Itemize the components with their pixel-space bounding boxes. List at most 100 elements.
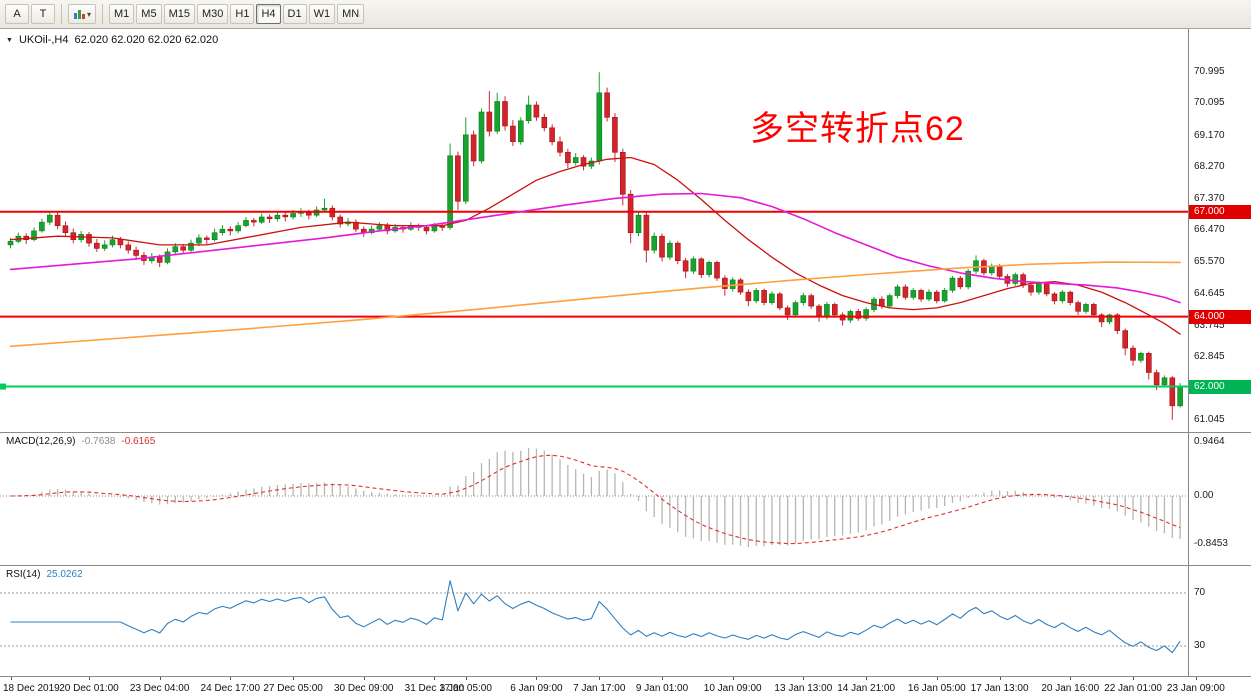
candlestick <box>580 155 587 171</box>
candlestick <box>86 232 92 247</box>
candlestick <box>776 292 783 311</box>
time-label: 7 Jan 17:00 <box>573 683 626 694</box>
candlestick <box>470 130 477 167</box>
candlestick <box>1091 302 1097 318</box>
candlestick <box>1098 313 1105 328</box>
candlestick <box>761 288 767 306</box>
time-label: 24 Dec 17:00 <box>200 683 261 694</box>
candlestick <box>235 222 241 234</box>
price-tick-label: 69.170 <box>1194 129 1225 141</box>
candlestick <box>674 241 681 265</box>
candlestick <box>1130 345 1136 366</box>
candlestick <box>1122 328 1128 356</box>
time-tick <box>10 677 12 680</box>
candlestick <box>447 143 453 230</box>
text-tool-button[interactable]: T <box>31 4 55 24</box>
macd-panel[interactable]: 0.9464 0.00 -0.8453 MACD(12,26,9) -0.7638 … <box>0 433 1251 566</box>
timeframe-button-w1[interactable]: W1 <box>308 4 336 24</box>
candlestick <box>784 305 791 321</box>
timeframe-button-d1[interactable]: D1 <box>282 4 307 24</box>
candlestick <box>1051 292 1058 305</box>
macd-axis-label: 0.9464 <box>1194 436 1225 448</box>
time-tick <box>936 677 938 680</box>
candlestick <box>39 218 45 233</box>
candlestick <box>902 284 909 300</box>
time-tick <box>1070 677 1072 680</box>
timeframe-button-mn[interactable]: MN <box>337 4 365 24</box>
macd-title: MACD(12,26,9) -0.7638 -0.6165 <box>6 436 155 447</box>
candlestick <box>612 113 618 162</box>
time-tick <box>803 677 805 680</box>
time-label: 13 Jan 13:00 <box>774 683 833 694</box>
candlestick <box>973 255 979 274</box>
candlestick <box>1138 351 1144 363</box>
timeframe-button-m1[interactable]: M1 <box>109 4 135 24</box>
time-label: 6 Jan 09:00 <box>510 683 563 694</box>
timeframe-button-h1[interactable]: H1 <box>230 4 255 24</box>
macd-axis-label: -0.8453 <box>1194 538 1228 550</box>
time-label: 18 Dec 2019 <box>3 683 60 694</box>
timeframe-button-m30[interactable]: M30 <box>196 4 229 24</box>
price-tick-label: 68.270 <box>1194 161 1225 173</box>
candlestick <box>1036 281 1042 295</box>
candlestick <box>690 256 697 274</box>
candlestick <box>525 95 532 124</box>
time-tick <box>293 677 295 680</box>
candlestick <box>149 253 155 264</box>
candlestick <box>101 240 108 251</box>
indicators-button[interactable]: ▾ <box>68 4 97 24</box>
macd-axis[interactable]: 0.9464 0.00 -0.8453 <box>1188 433 1251 565</box>
price-tick-label: 70.995 <box>1194 66 1225 77</box>
collapse-triangle-icon: ▼ <box>6 36 13 44</box>
candlestick <box>651 232 658 254</box>
candlestick <box>918 288 924 302</box>
indicators-icon <box>74 10 85 19</box>
candlestick <box>219 225 226 236</box>
timeframe-button-m5[interactable]: M5 <box>136 4 162 24</box>
main-chart-svg <box>0 72 1188 420</box>
candlestick <box>204 235 210 244</box>
time-tick <box>1133 677 1135 680</box>
time-tick <box>732 677 734 680</box>
candlestick <box>502 96 508 131</box>
candlestick <box>227 226 234 236</box>
rsi-level-label: 30 <box>1194 640 1206 651</box>
candlestick <box>533 101 540 121</box>
arrow-tool-button[interactable]: A <box>5 4 29 24</box>
candlestick <box>1012 272 1019 286</box>
candlestick <box>353 219 359 232</box>
candlestick <box>753 287 760 304</box>
candlestick <box>855 308 862 321</box>
main-chart-panel[interactable]: 70.995 70.095 69.170 68.270 67.370 66.470 65.5… <box>0 29 1251 433</box>
time-tick <box>230 677 232 680</box>
time-label: 14 Jan 21:00 <box>837 683 896 694</box>
candlestick <box>211 228 218 242</box>
candlestick <box>54 212 61 230</box>
price-axis[interactable]: 70.995 70.095 69.170 68.270 67.370 66.470 65.5… <box>1188 29 1251 432</box>
timeframe-button-m15[interactable]: M15 <box>163 4 195 24</box>
rsi-level-label: 70 <box>1194 587 1206 598</box>
candlestick <box>164 248 171 265</box>
timeframe-button-group: M1 M5 M15 M30 H1 H4 D1 W1 MN <box>109 4 365 24</box>
candlestick <box>274 211 281 222</box>
time-label: 10 Jan 09:00 <box>703 683 762 694</box>
time-tick <box>434 677 436 680</box>
candlestick <box>839 312 846 326</box>
candlestick <box>258 213 265 224</box>
candlestick <box>572 153 579 166</box>
candlestick <box>565 148 571 168</box>
candlestick <box>745 289 752 307</box>
candlestick <box>196 234 202 246</box>
rsi-panel[interactable]: 70 30 RSI(14) 25.0262 <box>0 566 1251 677</box>
candlestick <box>682 257 689 279</box>
candlestick <box>282 212 289 222</box>
timeframe-button-h4[interactable]: H4 <box>256 4 281 24</box>
rsi-axis[interactable]: 70 30 <box>1188 566 1251 676</box>
time-tick <box>159 677 161 680</box>
time-axis[interactable]: 18 Dec 2019 20 Dec 01:00 23 Dec 04:00 24 De… <box>0 677 1251 699</box>
time-label: 27 Dec 05:00 <box>263 683 323 694</box>
rsi-title: RSI(14) 25.0262 <box>6 569 83 580</box>
rsi-value: 25.0262 <box>46 569 83 580</box>
